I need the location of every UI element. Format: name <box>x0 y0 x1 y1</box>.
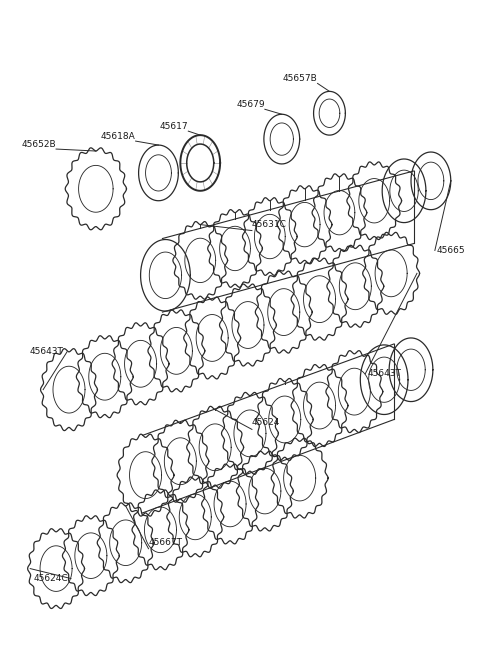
Text: 45624C: 45624C <box>33 574 68 583</box>
Text: 45667T: 45667T <box>148 538 182 546</box>
Text: 45617: 45617 <box>160 122 188 131</box>
Text: 45665: 45665 <box>437 246 466 255</box>
Text: 45643T: 45643T <box>29 348 63 356</box>
Text: 45618A: 45618A <box>101 132 136 141</box>
Text: 45624: 45624 <box>252 419 280 428</box>
Text: 45679: 45679 <box>236 100 265 110</box>
Text: 45631C: 45631C <box>252 220 287 228</box>
Text: 45652B: 45652B <box>22 140 56 149</box>
Text: 45643T: 45643T <box>367 369 401 379</box>
Text: 45657B: 45657B <box>283 74 318 83</box>
